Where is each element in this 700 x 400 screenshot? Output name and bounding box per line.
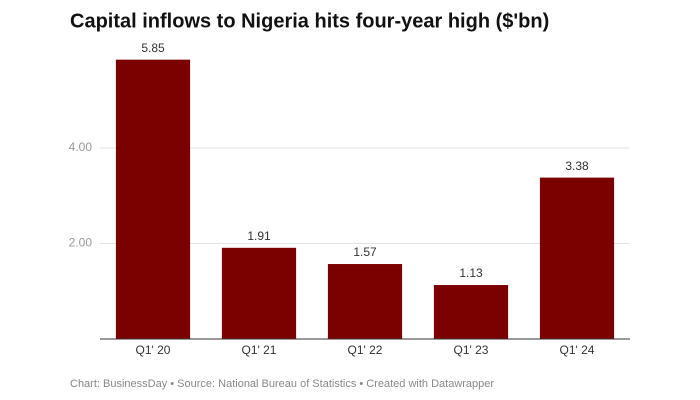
x-tick-label: Q1' 21 [242,343,277,357]
bar [327,264,403,339]
chart-title: Capital inflows to Nigeria hits four-yea… [70,10,549,32]
bar [221,247,297,339]
value-label: 1.91 [247,229,271,243]
x-tick-label: Q1' 20 [136,343,171,357]
value-label: 1.57 [353,245,377,259]
x-tick-label: Q1' 23 [454,343,489,357]
bar [115,59,191,339]
x-tick-label: Q1' 22 [348,343,383,357]
value-label: 5.85 [141,41,165,55]
bar [433,285,509,339]
value-label: 1.13 [459,266,483,280]
y-tick-label: 2.00 [69,236,93,250]
bar [539,177,615,339]
x-tick-label: Q1' 24 [560,343,595,357]
value-label: 3.38 [565,159,589,173]
y-tick-label: 4.00 [69,140,93,154]
footer: Chart: BusinessDay • Source: National Bu… [70,378,494,390]
